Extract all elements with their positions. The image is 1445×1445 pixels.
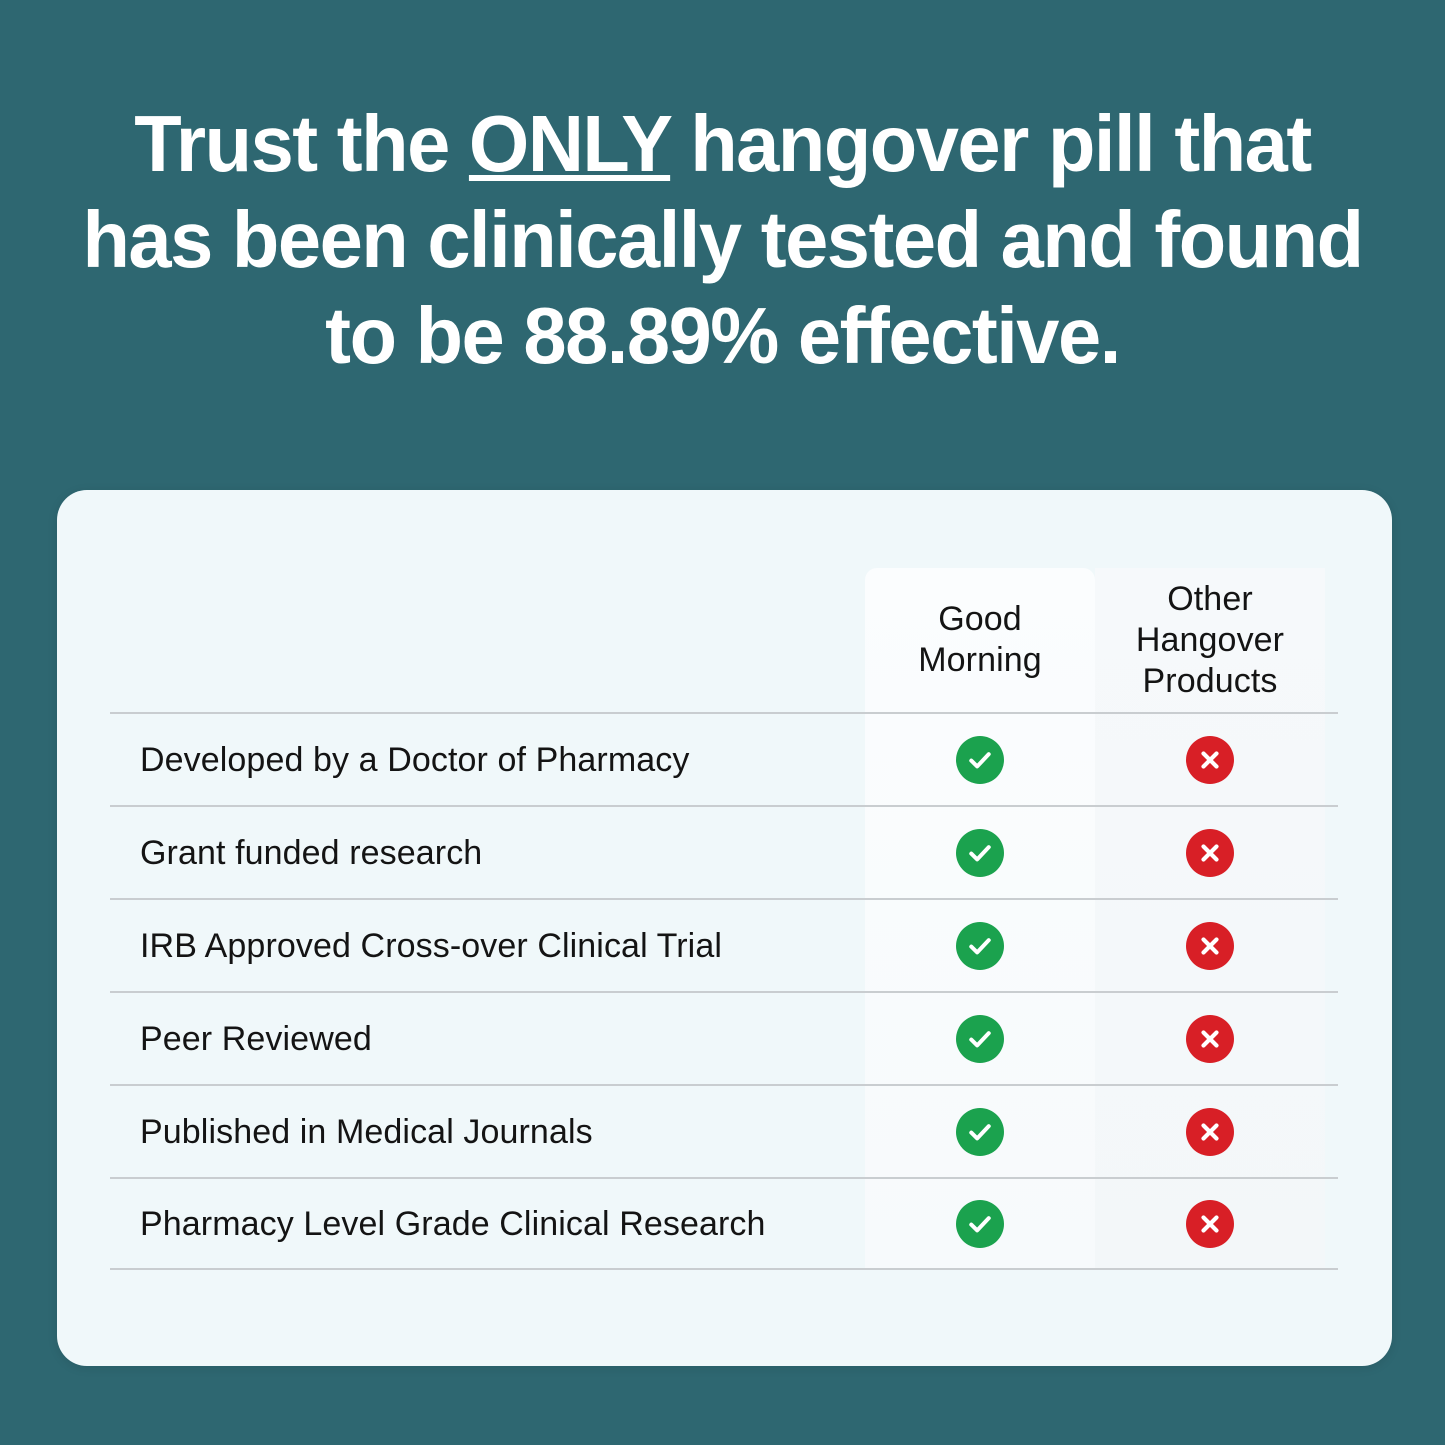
row-feature-label: Peer Reviewed (140, 1019, 372, 1058)
table-row: IRB Approved Cross-over Clinical Trial (110, 898, 1338, 991)
row-cell-good-morning (865, 1199, 1095, 1248)
row-feature-label: Published in Medical Journals (140, 1112, 593, 1151)
row-feature-label: Developed by a Doctor of Pharmacy (140, 740, 690, 779)
comparison-card: Good Morning Other Hangover Products Dev… (57, 490, 1392, 1366)
table-header-feature-cell (110, 568, 865, 712)
check-circle-icon (956, 735, 1004, 784)
row-cell-other (1095, 921, 1325, 970)
x-circle-icon (1186, 921, 1234, 970)
row-cell-good-morning (865, 828, 1095, 877)
header-other-line-3: Products (1142, 661, 1278, 700)
table-header-other-products: Other Hangover Products (1095, 568, 1325, 712)
table-row: Developed by a Doctor of Pharmacy (110, 712, 1338, 805)
headline-part-1: Trust the (134, 99, 469, 188)
row-feature-label: Grant funded research (140, 833, 483, 872)
table-header-row: Good Morning Other Hangover Products (110, 568, 1338, 712)
row-cell-other (1095, 1199, 1325, 1248)
row-cell-other (1095, 828, 1325, 877)
table-row: Published in Medical Journals (110, 1084, 1338, 1177)
check-circle-icon (956, 1107, 1004, 1156)
row-feature-label: Pharmacy Level Grade Clinical Research (140, 1204, 766, 1243)
x-circle-icon (1186, 828, 1234, 877)
check-circle-icon (956, 1014, 1004, 1063)
x-circle-icon (1186, 735, 1234, 784)
header-other-line-2: Hangover (1135, 620, 1285, 659)
comparison-table: Good Morning Other Hangover Products Dev… (110, 568, 1338, 1270)
x-circle-icon (1186, 1107, 1234, 1156)
x-circle-icon (1186, 1014, 1234, 1063)
check-circle-icon (956, 828, 1004, 877)
row-feature-label: IRB Approved Cross-over Clinical Trial (140, 926, 722, 965)
page-headline: Trust the ONLY hangover pill that has be… (22, 96, 1424, 384)
table-body: Developed by a Doctor of Pharmacy Grant f… (110, 712, 1338, 1270)
check-circle-icon (956, 1199, 1004, 1248)
table-row: Peer Reviewed (110, 991, 1338, 1084)
headline-emphasis: ONLY (468, 99, 672, 188)
row-cell-other (1095, 1107, 1325, 1156)
header-other-line-1: Other (1167, 579, 1253, 618)
row-cell-good-morning (865, 735, 1095, 784)
table-row: Pharmacy Level Grade Clinical Research (110, 1177, 1338, 1270)
check-circle-icon (956, 921, 1004, 970)
header-gm-line-1: Good (938, 600, 1022, 638)
x-circle-icon (1186, 1199, 1234, 1248)
row-cell-good-morning (865, 1107, 1095, 1156)
headline-part-2: hangover pill that has been clinically t… (82, 99, 1364, 380)
table-row: Grant funded research (110, 805, 1338, 898)
row-cell-good-morning (865, 1014, 1095, 1063)
row-cell-good-morning (865, 921, 1095, 970)
table-header-good-morning: Good Morning (865, 568, 1095, 712)
header-gm-line-2: Morning (918, 641, 1042, 679)
row-cell-other (1095, 1014, 1325, 1063)
row-cell-other (1095, 735, 1325, 784)
